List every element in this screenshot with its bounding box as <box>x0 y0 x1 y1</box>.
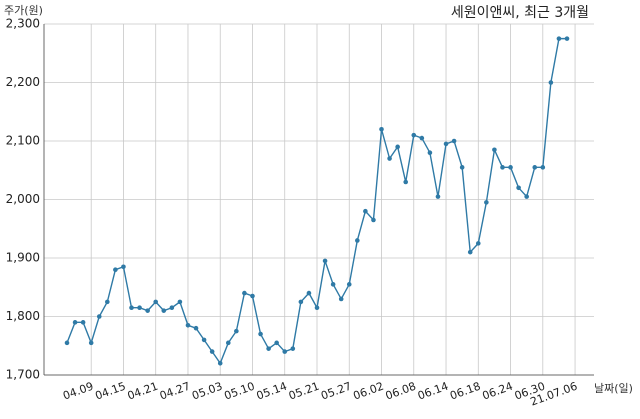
data-point <box>274 340 279 346</box>
data-point <box>225 340 231 346</box>
data-point <box>330 282 336 287</box>
data-point <box>403 179 409 185</box>
data-point <box>314 305 320 311</box>
data-point <box>419 135 425 141</box>
x-tick-label: 04.21 <box>126 380 160 403</box>
data-point <box>80 320 86 325</box>
y-tick-label: 2,300 <box>6 17 40 31</box>
data-point <box>217 361 223 366</box>
data-point <box>209 349 215 354</box>
data-point <box>451 138 457 144</box>
data-point <box>185 322 191 328</box>
data-point <box>475 241 481 246</box>
y-axis-label: 주가(원) <box>4 4 43 17</box>
data-point <box>72 320 78 325</box>
data-point <box>113 267 118 273</box>
data-point <box>516 185 521 191</box>
data-point <box>435 194 441 199</box>
data-point <box>242 290 247 296</box>
data-point <box>64 340 70 346</box>
data-point <box>467 249 473 255</box>
y-tick-label: 2,200 <box>6 75 40 89</box>
data-point <box>129 305 134 311</box>
data-point <box>346 282 352 287</box>
data-point <box>137 305 142 311</box>
data-point <box>193 325 199 331</box>
x-tick-label: 06.14 <box>416 380 450 403</box>
x-tick-label: 06.24 <box>481 380 515 403</box>
x-axis-label: 날짜(일) <box>594 381 633 395</box>
x-tick-label: 05.14 <box>255 380 289 403</box>
x-tick-label: 06.02 <box>351 380 385 403</box>
data-point <box>161 308 167 313</box>
x-tick-labels: 04.0904.1504.2104.2705.0305.1005.1405.21… <box>61 380 579 409</box>
data-point <box>387 156 392 161</box>
data-point <box>427 150 433 155</box>
data-point <box>411 132 417 138</box>
y-tick-labels: 1,700 1,800 1,900 2,000 2,100 2,200 2,300 <box>6 17 40 382</box>
y-tick-label: 2,100 <box>6 134 40 148</box>
data-point <box>258 331 263 337</box>
data-point <box>508 165 513 170</box>
data-point <box>177 299 183 305</box>
data-point <box>363 208 368 214</box>
data-point <box>395 144 400 150</box>
x-tick-label: 05.21 <box>287 380 321 403</box>
chart-title: 세원이앤씨, 최근 3개월 <box>451 5 589 21</box>
data-point <box>524 194 529 199</box>
data-point <box>379 127 384 132</box>
data-point <box>443 141 449 147</box>
data-point <box>540 165 546 170</box>
data-point <box>355 238 360 243</box>
x-tick-label: 04.15 <box>93 380 127 403</box>
x-tick-label: 06.18 <box>448 380 482 403</box>
price-series <box>64 36 570 366</box>
data-point <box>322 258 328 264</box>
data-point <box>532 165 538 170</box>
data-point <box>201 337 207 343</box>
data-point <box>484 200 489 205</box>
y-tick-label: 2,000 <box>6 192 40 206</box>
data-point <box>234 328 239 334</box>
y-tick-label: 1,900 <box>6 251 40 265</box>
x-tick-label: 05.10 <box>222 380 256 403</box>
data-point <box>96 314 102 319</box>
data-point <box>145 308 150 313</box>
data-point <box>548 80 554 85</box>
data-point <box>371 217 376 223</box>
data-point <box>250 293 255 299</box>
data-point <box>153 299 159 305</box>
x-tick-label: 05.27 <box>319 380 353 403</box>
data-point <box>500 165 505 170</box>
x-tick-label: 04.27 <box>158 380 192 403</box>
data-point <box>290 346 296 351</box>
data-point <box>338 296 344 302</box>
grid-lines <box>44 23 594 376</box>
data-point <box>121 264 126 270</box>
data-point <box>556 36 562 41</box>
data-point <box>459 165 465 170</box>
data-point <box>564 36 570 41</box>
data-point <box>282 349 288 354</box>
data-point <box>105 299 110 305</box>
x-tick-label: 06.08 <box>384 380 418 403</box>
data-point <box>169 305 175 311</box>
y-tick-label: 1,700 <box>6 368 40 382</box>
data-point <box>266 346 271 351</box>
x-tick-label: 04.09 <box>61 380 95 403</box>
data-point <box>306 290 312 296</box>
y-tick-label: 1,800 <box>6 309 40 323</box>
data-point <box>298 299 304 305</box>
data-point <box>88 340 94 346</box>
axes <box>43 24 594 376</box>
x-tick-label: 05.03 <box>190 380 224 403</box>
data-point <box>492 147 497 153</box>
